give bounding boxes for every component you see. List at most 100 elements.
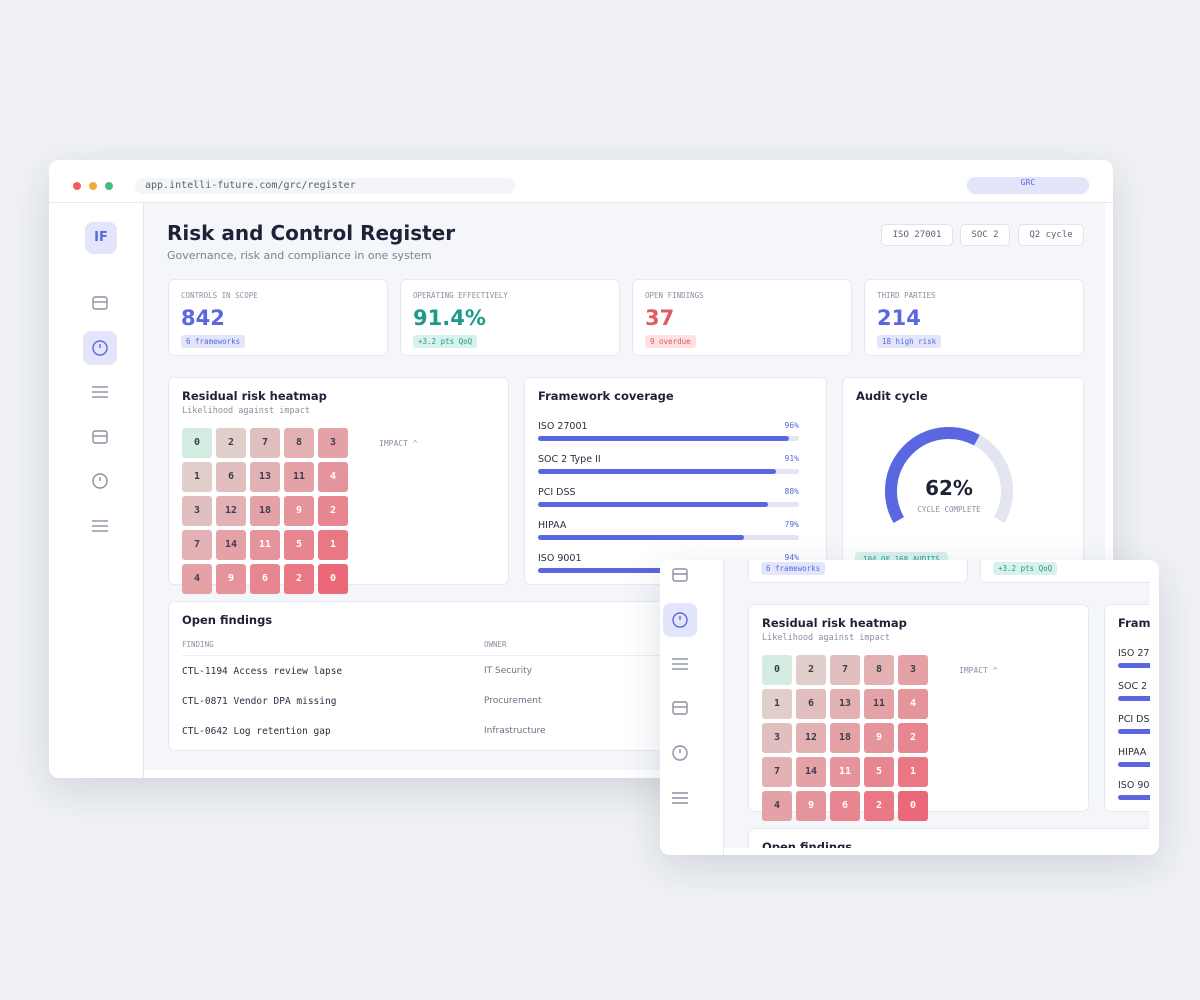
kpi-label: OPEN FINDINGS bbox=[645, 291, 704, 300]
heatmap-cell[interactable]: 2 bbox=[796, 655, 826, 685]
heatmap-cell[interactable]: 2 bbox=[898, 723, 928, 753]
tag[interactable]: ISO 27001 bbox=[881, 224, 953, 246]
heatmap-cell[interactable]: 0 bbox=[898, 791, 928, 821]
heatmap-cell[interactable]: 7 bbox=[250, 428, 280, 458]
framework-name: PCI DSS bbox=[1118, 714, 1150, 725]
heatmap-cell[interactable]: 7 bbox=[830, 655, 860, 685]
dot bbox=[73, 182, 81, 190]
finding-cell[interactable]: CTL-0642 Log retention gap bbox=[182, 726, 331, 737]
kpi-card: CONTROLS IN SCOPE 842 6 frameworks bbox=[168, 279, 388, 356]
nav-icon[interactable] bbox=[670, 743, 690, 763]
nav-icon[interactable] bbox=[670, 610, 690, 630]
heatmap-cell[interactable]: 5 bbox=[284, 530, 314, 560]
tag[interactable]: SOC 2 bbox=[960, 224, 1010, 246]
heatmap-cell[interactable]: 1 bbox=[762, 689, 792, 719]
heatmap-cell[interactable]: 0 bbox=[318, 564, 348, 594]
framework-name: ISO 27001 bbox=[1118, 648, 1150, 659]
bar bbox=[1118, 762, 1150, 767]
heatmap-cell[interactable]: 4 bbox=[898, 689, 928, 719]
heatmap-cell[interactable]: 9 bbox=[216, 564, 246, 594]
heatmap-cell[interactable]: 3 bbox=[762, 723, 792, 753]
heatmap-cell[interactable]: 2 bbox=[284, 564, 314, 594]
url-bar[interactable]: app.intelli-future.com/grc/register bbox=[135, 178, 515, 194]
nav-icon[interactable] bbox=[670, 565, 690, 585]
heatmap-cell[interactable]: 0 bbox=[762, 655, 792, 685]
heatmap-cell[interactable]: 1 bbox=[182, 462, 212, 492]
icon-part bbox=[672, 568, 688, 582]
heatmap-cell[interactable]: 6 bbox=[796, 689, 826, 719]
nav-icon[interactable] bbox=[90, 382, 110, 402]
nav-icon[interactable] bbox=[90, 516, 110, 536]
heatmap-cell[interactable]: 3 bbox=[898, 655, 928, 685]
heatmap-cell[interactable]: 2 bbox=[864, 791, 894, 821]
heatmap-cell[interactable]: 13 bbox=[830, 689, 860, 719]
gauge-fill bbox=[885, 427, 980, 523]
kpi-badge: +3.2 pts QoQ bbox=[413, 335, 478, 348]
heatmap-cell[interactable]: 12 bbox=[796, 723, 826, 753]
heatmap-cell[interactable]: 11 bbox=[250, 530, 280, 560]
heatmap-cell[interactable]: 18 bbox=[830, 723, 860, 753]
bar bbox=[538, 469, 776, 474]
heatmap-cell[interactable]: 1 bbox=[318, 530, 348, 560]
kpi-value: 842 bbox=[181, 306, 225, 330]
kpi-value: 91.4% bbox=[413, 306, 486, 330]
framework-name: HIPAA bbox=[1118, 747, 1147, 758]
heatmap-cell[interactable]: 14 bbox=[216, 530, 246, 560]
finding-cell[interactable]: CTL-0871 Vendor DPA missing bbox=[182, 696, 337, 707]
heatmap-cell[interactable]: 3 bbox=[182, 496, 212, 526]
heatmap-cell[interactable]: 6 bbox=[250, 564, 280, 594]
kpi-badge: +3.2 pts QoQ bbox=[993, 562, 1058, 575]
browser-badge[interactable]: GRC bbox=[967, 177, 1089, 194]
heatmap-cell[interactable]: 18 bbox=[250, 496, 280, 526]
framework-pct: 91% bbox=[784, 454, 799, 463]
kpi-label: THIRD PARTIES bbox=[877, 291, 936, 300]
nav-icon[interactable] bbox=[670, 698, 690, 718]
heatmap-cell[interactable]: 8 bbox=[284, 428, 314, 458]
heatmap-cell[interactable]: 6 bbox=[216, 462, 246, 492]
framework-pct: 88% bbox=[784, 487, 799, 496]
heatmap-cell[interactable]: 4 bbox=[182, 564, 212, 594]
heatmap-cell[interactable]: 6 bbox=[830, 791, 860, 821]
heatmap-cell[interactable]: 11 bbox=[830, 757, 860, 787]
coverage-card: Framework coverage ISO 27001 96% SOC 2 Type… bbox=[524, 377, 827, 585]
heatmap-card: Residual risk heatmap Likelihood against … bbox=[168, 377, 509, 594]
heatmap-cell[interactable]: 2 bbox=[216, 428, 246, 458]
heatmap-cell[interactable]: 13 bbox=[250, 462, 280, 492]
nav-icon[interactable] bbox=[670, 654, 690, 674]
heatmap-cell[interactable]: 11 bbox=[284, 462, 314, 492]
nav-icon[interactable] bbox=[90, 471, 110, 491]
kpi-card: OPERATING EFFECTIVELY 91.4% +3.2 pts QoQ bbox=[400, 279, 620, 356]
framework-name: PCI DSS bbox=[538, 487, 576, 498]
heatmap-cell[interactable]: 11 bbox=[864, 689, 894, 719]
heatmap-cell[interactable]: 3 bbox=[318, 428, 348, 458]
logo[interactable]: IF bbox=[85, 222, 117, 254]
finding-cell[interactable]: CTL-1194 Access review lapse bbox=[182, 666, 343, 677]
icon-part bbox=[92, 473, 108, 489]
nav-icon[interactable] bbox=[90, 338, 110, 358]
icon-part bbox=[672, 701, 688, 715]
nav-icon[interactable] bbox=[90, 293, 110, 313]
nav-icon[interactable] bbox=[670, 788, 690, 808]
tag[interactable]: Q2 cycle bbox=[1018, 224, 1084, 246]
heatmap-cell[interactable]: 4 bbox=[762, 791, 792, 821]
browser-window: app.intelli-future.com/grc/register GRC … bbox=[49, 160, 1113, 778]
heatmap-cell[interactable]: 2 bbox=[318, 496, 348, 526]
card-title: Audit cycle bbox=[856, 389, 928, 403]
heatmap-cell[interactable]: 0 bbox=[182, 428, 212, 458]
kpi-badge: 9 overdue bbox=[645, 335, 696, 348]
heatmap-cell[interactable]: 7 bbox=[182, 530, 212, 560]
heatmap-cell[interactable]: 4 bbox=[318, 462, 348, 492]
heatmap-cell[interactable]: 9 bbox=[796, 791, 826, 821]
heatmap-cell[interactable]: 1 bbox=[898, 757, 928, 787]
heatmap-cell[interactable]: 7 bbox=[762, 757, 792, 787]
finding-cell: Infrastructure bbox=[484, 726, 546, 736]
dot bbox=[89, 182, 97, 190]
heatmap-cell[interactable]: 9 bbox=[864, 723, 894, 753]
heatmap-cell[interactable]: 12 bbox=[216, 496, 246, 526]
heatmap-cell[interactable]: 5 bbox=[864, 757, 894, 787]
heatmap-cell[interactable]: 8 bbox=[864, 655, 894, 685]
heatmap-cell[interactable]: 14 bbox=[796, 757, 826, 787]
nav-icon[interactable] bbox=[90, 427, 110, 447]
heatmap-cell[interactable]: 9 bbox=[284, 496, 314, 526]
